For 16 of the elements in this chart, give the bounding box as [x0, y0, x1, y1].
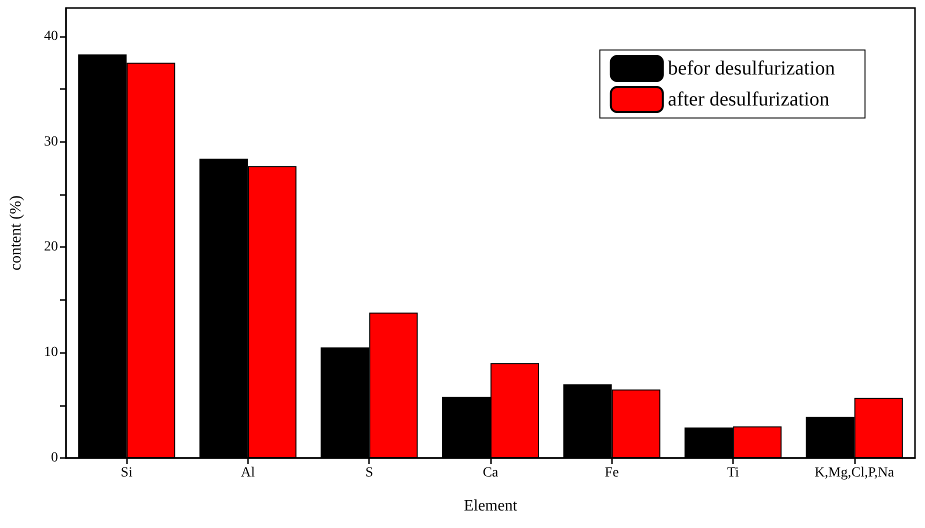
x-tick-label: Al [240, 466, 256, 480]
x-tick-label: Ti [727, 466, 740, 480]
x-tick-label: Ca [482, 466, 500, 480]
legend-label: befor desulfurization [668, 58, 836, 80]
y-tick-label: 30 [44, 134, 58, 150]
legend-label: after desulfurization [668, 88, 830, 110]
y-axis-title: content (%) [8, 195, 24, 271]
y-tick-label: 40 [44, 28, 58, 44]
y-tick-label: 20 [44, 240, 58, 255]
x-axis-title: Element [464, 498, 518, 514]
x-tick-label: S [365, 466, 374, 480]
y-tick-label: 0 [51, 450, 58, 466]
x-tick-label: K,Mg,Cl,P,Na [814, 466, 895, 480]
x-tick-label: Si [120, 466, 133, 480]
y-tick-label: 10 [44, 345, 58, 360]
x-tick-label: Fe [604, 466, 619, 480]
